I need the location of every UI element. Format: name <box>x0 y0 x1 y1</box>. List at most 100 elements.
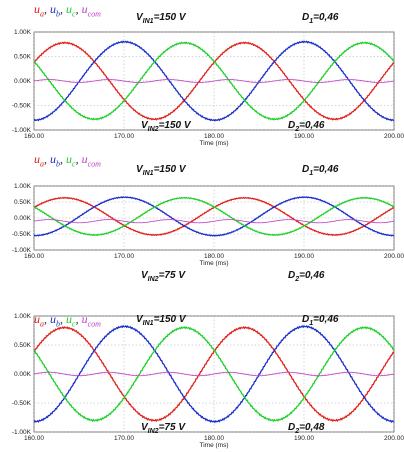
legend: ua, ub, uc, ucom <box>34 2 101 18</box>
x-tick-label: 170.00 <box>114 253 134 260</box>
legend-symbol: u <box>81 312 88 326</box>
vin1-annotation-subscript: IN1 <box>142 170 154 177</box>
vin2-annotation-base: V <box>141 270 148 281</box>
legend-entry: uc <box>66 152 76 168</box>
x-tick-label: 180.00 <box>204 133 224 140</box>
legend-subscript: com <box>87 159 101 169</box>
vin1-annotation-value: =150 V <box>153 164 186 175</box>
legend-entry: uc <box>66 2 76 19</box>
legend-entry: ua <box>34 2 44 19</box>
d2-annotation-value: =0,46 <box>299 270 325 281</box>
d1-annotation-subscript: 1 <box>309 18 314 25</box>
d2-annotation-base: D <box>288 422 296 433</box>
vin1-annotation-base: V <box>136 12 143 23</box>
vin1-annotation: VIN1=150 V <box>136 12 186 25</box>
d2-annotation-base: D <box>288 120 296 131</box>
d1-annotation-base: D <box>302 164 310 175</box>
series-line-ub <box>34 324 394 424</box>
y-tick-label: 1.00K <box>14 313 32 320</box>
series-line-uc <box>34 41 394 121</box>
d2-annotation-value: =0,48 <box>299 422 325 433</box>
y-tick-label: -0.50K <box>12 400 32 407</box>
vin1-annotation-value: =150 V <box>153 314 186 325</box>
legend-subscript: a <box>40 319 44 329</box>
y-tick-label: 1.00K <box>14 183 32 190</box>
vin2-annotation-value: =150 V <box>158 120 191 131</box>
legend: ua, ub, uc, ucom <box>34 312 101 328</box>
x-tick-label: 160.00 <box>24 435 44 442</box>
vin1-annotation: VIN1=150 V <box>136 314 186 327</box>
legend-entry: ua <box>34 152 44 168</box>
legend-separator: , <box>75 152 82 166</box>
y-tick-label: 0.50K <box>14 199 32 206</box>
x-tick-label: 200.00 <box>384 253 404 260</box>
vin1-annotation-subscript: IN1 <box>142 320 154 327</box>
d1-annotation-value: =0,46 <box>313 314 339 325</box>
series-line-ucom <box>34 371 394 377</box>
d1-annotation: D1=0,46 <box>302 164 338 177</box>
legend-entry: ucom <box>81 2 101 18</box>
legend-entry: ucom <box>81 152 101 169</box>
vin2-annotation-value: =75 V <box>158 422 185 433</box>
legend-separator: , <box>60 312 66 326</box>
vin2-annotation: VIN2=75 V <box>141 270 185 283</box>
legend-symbol: u <box>34 152 40 166</box>
series-line-ucom <box>34 219 394 224</box>
d2-annotation: D2=0,46 <box>288 270 324 283</box>
chart-panel-3: 1.00K 0.50K 0.00K -0.50K -1.00K 160.00 170.00 1… <box>0 302 404 452</box>
legend-entry: ub <box>50 152 60 169</box>
x-tick-label: 180.00 <box>204 435 224 442</box>
legend-separator: , <box>44 312 50 326</box>
legend-symbol: u <box>81 2 88 16</box>
y-tick-label: 0.50K <box>14 342 32 349</box>
vin1-annotation: VIN1=150 V <box>136 164 186 177</box>
x-tick-label: 200.00 <box>384 435 404 442</box>
d1-annotation: D1=0,46 <box>302 314 338 327</box>
d2-annotation-subscript: 2 <box>295 276 300 283</box>
d2-annotation-subscript: 2 <box>295 428 300 435</box>
legend-symbol: u <box>34 312 40 326</box>
x-tick-label: 190.00 <box>294 133 314 140</box>
legend-entry: ub <box>50 2 60 18</box>
vin2-annotation: VIN2=75 V <box>141 422 185 435</box>
legend-subscript: com <box>87 319 101 329</box>
vin2-annotation-subscript: IN2 <box>147 126 159 133</box>
d2-annotation-value: =0,46 <box>299 120 325 131</box>
d1-annotation-base: D <box>302 314 310 325</box>
chart-panel-1: 1.00K 0.50K 0.00K -0.50K -1.00K 160.00 170.00 1… <box>0 0 404 150</box>
d1-annotation-value: =0,46 <box>313 12 339 23</box>
x-tick-label: 190.00 <box>294 435 314 442</box>
vin2-annotation: VIN2=150 V <box>141 120 191 133</box>
series-line-ub <box>34 196 394 237</box>
d1-annotation: D1=0,46 <box>302 12 338 25</box>
d1-annotation-base: D <box>302 12 310 23</box>
x-tick-label: 160.00 <box>24 133 44 140</box>
legend-entry: ua <box>34 312 44 329</box>
y-tick-label: -0.50K <box>12 231 32 238</box>
vin2-annotation-subscript: IN2 <box>147 428 159 435</box>
legend-subscript: c <box>72 319 76 329</box>
legend-separator: , <box>75 312 82 326</box>
x-tick-label: 170.00 <box>114 435 134 442</box>
legend-subscript: c <box>72 9 76 19</box>
series-line-uc <box>34 325 394 423</box>
legend-subscript: b <box>56 159 60 169</box>
legend-separator: , <box>44 2 50 16</box>
legend-symbol: u <box>50 2 56 16</box>
y-tick-label: -1.00K <box>12 247 32 254</box>
vin1-annotation-base: V <box>136 314 143 325</box>
legend-symbol: u <box>66 2 72 16</box>
vin2-annotation-base: V <box>141 422 148 433</box>
d2-annotation: D2=0,46 <box>288 120 324 133</box>
vin1-annotation-subscript: IN1 <box>142 18 154 25</box>
x-tick-label: 190.00 <box>294 253 314 260</box>
legend-subscript: a <box>40 9 44 19</box>
x-axis-label: Time (ms) <box>199 260 228 267</box>
x-tick-label: 160.00 <box>24 253 44 260</box>
d1-annotation-value: =0,46 <box>313 164 339 175</box>
y-tick-label: 0.00K <box>14 215 32 222</box>
legend-symbol: u <box>81 152 88 166</box>
